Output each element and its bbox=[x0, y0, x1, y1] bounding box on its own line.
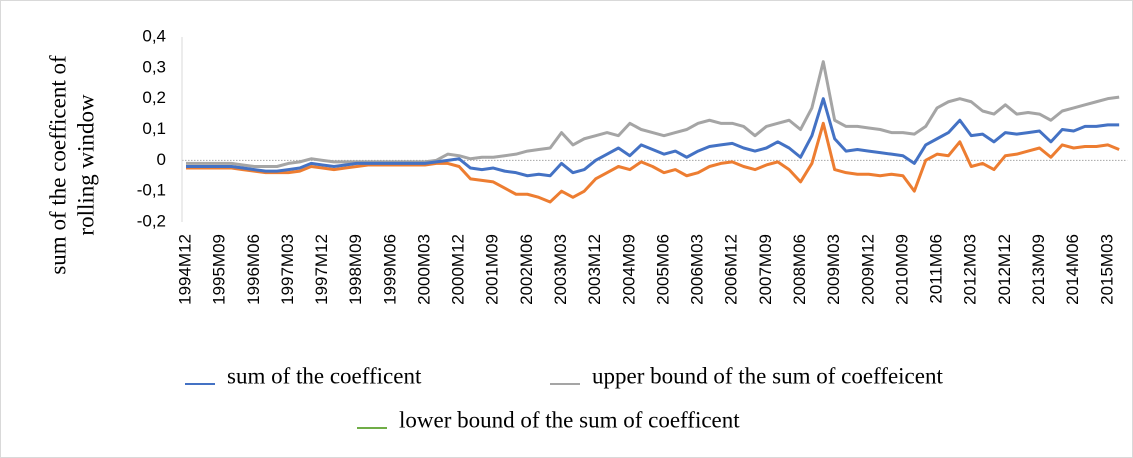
x-tick-label: 1995M09 bbox=[210, 234, 229, 305]
x-tick-label: 2005M06 bbox=[653, 234, 672, 305]
x-tick-label: 1998M09 bbox=[346, 234, 365, 305]
x-tick-label: 2001M09 bbox=[483, 234, 502, 305]
y-tick-label: 0,4 bbox=[142, 26, 166, 45]
x-tick-label: 2008M06 bbox=[790, 234, 809, 305]
x-tick-label: 2006M12 bbox=[722, 234, 741, 305]
x-tick-label: 2009M03 bbox=[824, 234, 843, 305]
y-tick-label: -0,2 bbox=[137, 211, 166, 230]
x-tick-label: 2007M09 bbox=[756, 234, 775, 305]
x-tick-label: 2015M03 bbox=[1097, 234, 1116, 305]
y-tick-label: 0 bbox=[157, 150, 166, 169]
x-tick-label: 2003M03 bbox=[551, 234, 570, 305]
y-tick-label: 0,1 bbox=[142, 119, 166, 138]
x-tick-label: 2011M06 bbox=[927, 234, 946, 304]
x-tick-label: 1997M03 bbox=[278, 234, 297, 305]
series-line bbox=[186, 121, 1120, 204]
series-line bbox=[186, 60, 1120, 168]
legend-label: upper bound of the sum of coeffeicent bbox=[592, 363, 943, 388]
x-tick-label: 1999M06 bbox=[380, 234, 399, 305]
legend-label: sum of the coefficent bbox=[227, 363, 422, 388]
x-tick-label: 2013M09 bbox=[1029, 234, 1048, 305]
x-tick-label: 2002M06 bbox=[517, 234, 536, 305]
y-tick-label: 0,2 bbox=[142, 88, 166, 107]
series-line bbox=[186, 97, 1120, 178]
x-tick-label: 2014M06 bbox=[1063, 234, 1082, 305]
x-tick-label: 2012M03 bbox=[961, 234, 980, 305]
x-tick-label: 1996M06 bbox=[244, 234, 263, 305]
x-tick-label: 2006M03 bbox=[688, 234, 707, 305]
x-tick-label: 2000M12 bbox=[449, 234, 468, 305]
x-tick-label: 2009M12 bbox=[858, 234, 877, 305]
x-tick-label: 2012M12 bbox=[995, 234, 1014, 305]
y-axis-title: rolling window bbox=[73, 94, 98, 236]
x-tick-label: 1994M12 bbox=[175, 234, 194, 305]
y-axis-title: sum of the coefficent of bbox=[45, 55, 70, 275]
x-tick-label: 2004M09 bbox=[619, 234, 638, 305]
x-tick-label: 2010M09 bbox=[892, 234, 911, 305]
y-tick-label: 0,3 bbox=[142, 57, 166, 76]
x-tick-label: 1997M12 bbox=[312, 234, 331, 305]
y-tick-label: -0,1 bbox=[137, 181, 166, 200]
x-tick-label: 2000M03 bbox=[414, 234, 433, 305]
x-tick-label: 2003M12 bbox=[585, 234, 604, 305]
legend-label: lower bound of the sum of coefficent bbox=[399, 407, 740, 432]
